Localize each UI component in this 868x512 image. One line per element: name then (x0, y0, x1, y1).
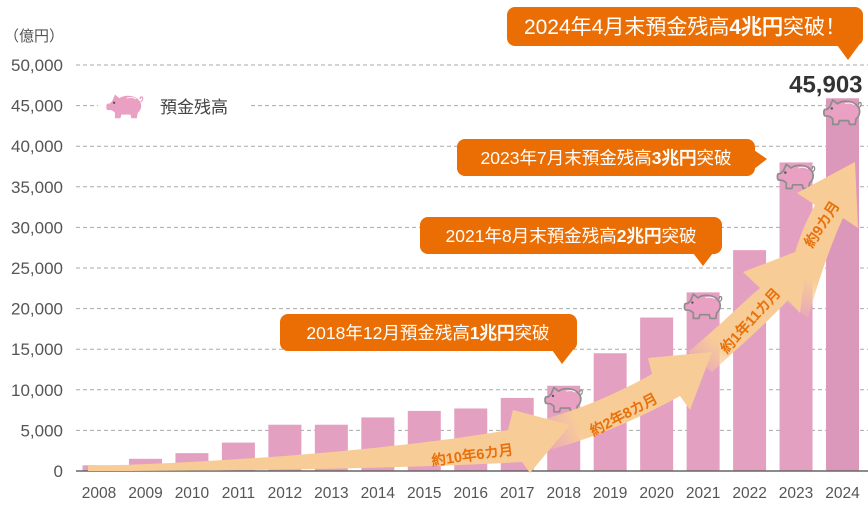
legend-label: 預金残高 (160, 98, 228, 117)
x-tick-label: 2020 (639, 485, 674, 502)
x-tick-label: 2013 (314, 485, 348, 502)
x-tick-label: 2010 (175, 485, 210, 502)
x-tick-label: 2019 (593, 485, 627, 502)
callout-1-trillion-text: 2018年12月預金残高1兆円突破 (306, 323, 549, 343)
x-tick-label: 2015 (407, 485, 441, 502)
arrow-2 (540, 352, 712, 450)
x-axis-ticks: 2008 2009 2010 2011 2012 2013 2014 2015 2016 2017… (82, 485, 860, 502)
y-tick-label: 50,000 (11, 56, 63, 75)
y-tick-label: 35,000 (11, 178, 63, 197)
y-axis-ticks: 0 5,000 10,000 15,000 20,000 25,000 30,000 35,0… (11, 56, 63, 481)
y-tick-label: 45,000 (11, 97, 63, 116)
callout-2-trillion: 2021年8月末預金残高2兆円突破 (420, 217, 722, 266)
x-tick-label: 2009 (128, 485, 162, 502)
arrow-3 (688, 247, 808, 372)
y-axis-unit-label: （億円） (4, 28, 64, 45)
y-tick-label: 40,000 (11, 137, 63, 156)
value-label-2024: 45,903 (789, 71, 862, 98)
arrow-4 (785, 162, 858, 318)
y-tick-label: 10,000 (11, 381, 63, 400)
callout-4-trillion-text: 2024年4月末預金残高4兆円突破！ (524, 16, 846, 39)
y-tick-label: 15,000 (11, 340, 63, 359)
data-labels: 45,903 (789, 71, 862, 98)
y-tick-label: 25,000 (11, 259, 63, 278)
y-tick-label: 20,000 (11, 300, 63, 319)
x-tick-label: 2023 (779, 485, 813, 502)
callout-3-trillion: 2023年7月末預金残高3兆円突破 (457, 139, 767, 176)
y-tick-label: 30,000 (11, 218, 63, 237)
x-tick-label: 2008 (82, 485, 116, 502)
y-tick-label: 0 (54, 462, 63, 481)
x-tick-label: 2024 (825, 485, 860, 502)
x-tick-label: 2011 (222, 485, 255, 502)
callout-2-trillion-text: 2021年8月末預金残高2兆円突破 (446, 226, 697, 246)
x-tick-label: 2022 (732, 485, 766, 502)
growth-arrows: 約10年6カ月 約2年8カ月 約1年11カ月 約9カ月 (88, 162, 858, 473)
x-tick-label: 2014 (361, 485, 396, 502)
bar-2024 (826, 98, 860, 471)
callout-4-trillion: 2024年4月末預金残高4兆円突破！ (507, 7, 863, 60)
callout-1-trillion: 2018年12月預金残高1兆円突破 (280, 314, 577, 364)
x-tick-label: 2017 (500, 485, 534, 502)
y-tick-label: 5,000 (20, 421, 63, 440)
x-tick-label: 2016 (454, 485, 488, 502)
x-tick-label: 2012 (268, 485, 302, 502)
callout-3-trillion-text: 2023年7月末預金残高3兆円突破 (481, 148, 732, 168)
x-tick-label: 2021 (686, 485, 720, 502)
x-tick-label: 2018 (546, 485, 580, 502)
legend: 預金残高 (98, 91, 248, 121)
arrow-1 (88, 410, 570, 473)
